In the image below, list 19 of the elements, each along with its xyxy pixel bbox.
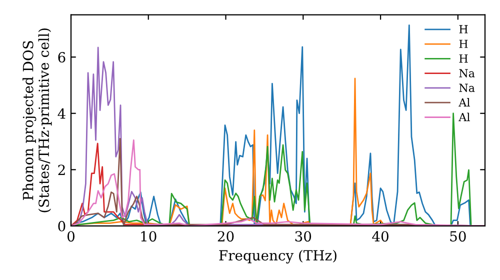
legend-label: H [459, 54, 468, 63]
x-tick-label: 50 [450, 231, 466, 242]
legend-label: H [459, 40, 468, 48]
y-tick-label: 2 [58, 164, 65, 175]
y-axis-title: Phonon projected DOS (States/THz·primitive cell) [22, 28, 52, 212]
legend-label: Na [459, 69, 475, 78]
legend-label: H [459, 25, 468, 34]
x-tick-label: 10 [141, 231, 156, 242]
legend-label: Na [459, 84, 475, 92]
y-tick-label: 6 [58, 52, 66, 63]
x-tick-label: 40 [372, 231, 388, 242]
y-tick-label: 4 [58, 108, 66, 119]
x-tick-label: 20 [218, 231, 234, 242]
x-tick-label: 30 [295, 231, 312, 242]
legend-label: Al [458, 112, 470, 122]
legend-label: Al [458, 98, 470, 106]
x-axis-title: Frequency (THz) [219, 250, 336, 264]
y-tick-label: 0 [58, 220, 66, 232]
x-tick-label: 0 [67, 231, 74, 242]
